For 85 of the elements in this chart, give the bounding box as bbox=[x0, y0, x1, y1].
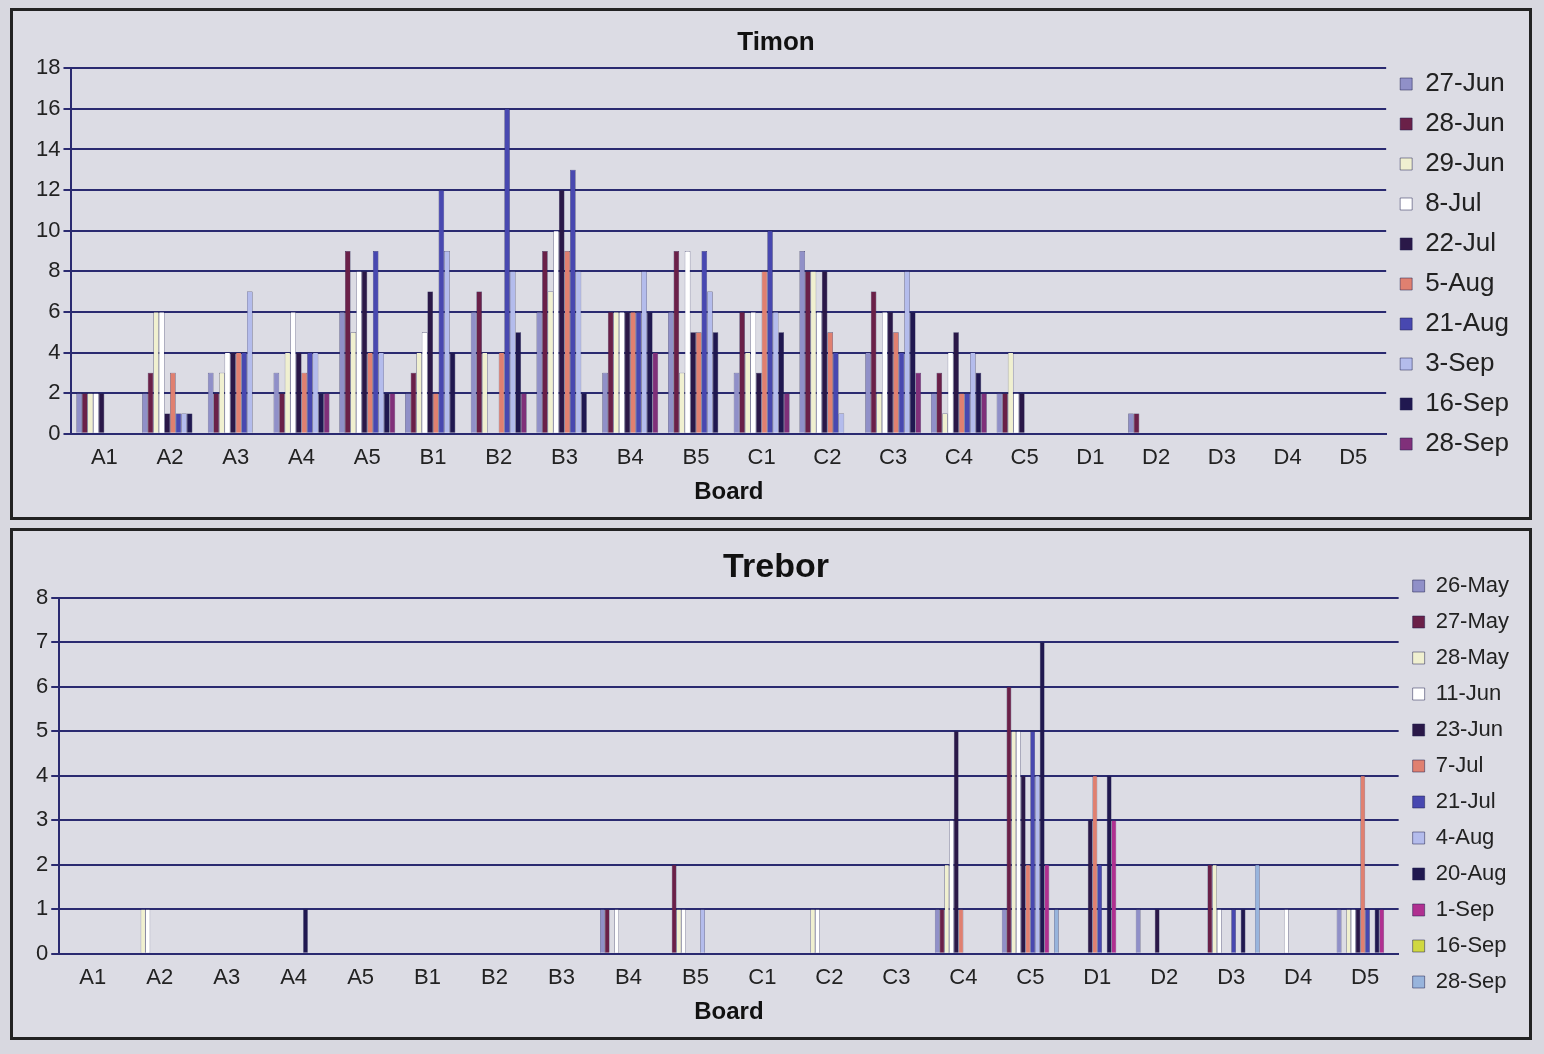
legend-label: 28-Jun bbox=[1425, 107, 1505, 138]
legend-label: 16-Sep bbox=[1425, 387, 1509, 418]
x-tick-label: A1 bbox=[90, 444, 118, 470]
x-tick-label: B3 bbox=[551, 444, 578, 470]
y-tick-label: 6 bbox=[35, 672, 49, 698]
chart-title: Timon bbox=[737, 25, 815, 56]
x-tick-label: C5 bbox=[1010, 444, 1039, 470]
x-tick-label: B5 bbox=[681, 964, 709, 990]
x-tick-label: C5 bbox=[1016, 964, 1045, 990]
x-tick-label: C4 bbox=[944, 444, 973, 470]
y-tick-label: 10 bbox=[35, 216, 61, 242]
legend-label: 4-Aug bbox=[1435, 824, 1495, 850]
y-tick-label: 5 bbox=[35, 717, 49, 743]
y-tick-label: 12 bbox=[35, 176, 61, 202]
x-tick-label: D1 bbox=[1076, 444, 1105, 470]
x-tick-label: D1 bbox=[1083, 964, 1112, 990]
x-tick-label: D4 bbox=[1284, 964, 1313, 990]
x-tick-label: B2 bbox=[481, 964, 508, 990]
legend-label: 20-Aug bbox=[1435, 860, 1507, 886]
legend-label: 26-May bbox=[1435, 572, 1509, 598]
legend-label: 21-Jul bbox=[1435, 788, 1496, 814]
x-tick-label: A1 bbox=[79, 964, 107, 990]
x-tick-label: D5 bbox=[1339, 444, 1368, 470]
legend-label: 11-Jun bbox=[1435, 680, 1502, 706]
legend-label: 28-May bbox=[1435, 644, 1509, 670]
x-tick-label: C4 bbox=[949, 964, 978, 990]
x-tick-label: A2 bbox=[156, 444, 184, 470]
x-tick-label: C3 bbox=[882, 964, 911, 990]
legend-label: 27-Jun bbox=[1425, 67, 1505, 98]
y-tick-label: 4 bbox=[48, 338, 61, 364]
legend-label: 1-Sep bbox=[1435, 896, 1495, 922]
y-tick-label: 6 bbox=[48, 298, 61, 323]
x-tick-label: A4 bbox=[280, 964, 308, 990]
y-tick-label: 2 bbox=[48, 379, 61, 405]
y-tick-label: 0 bbox=[48, 419, 61, 445]
y-tick-label: 7 bbox=[35, 628, 49, 654]
x-axis-title: Board bbox=[694, 997, 764, 1025]
legend-label: 5-Aug bbox=[1425, 267, 1495, 298]
legend-label: 22-Jul bbox=[1425, 227, 1496, 258]
x-tick-label: A3 bbox=[213, 964, 241, 990]
x-tick-label: D2 bbox=[1150, 964, 1179, 990]
legend-label: 16-Sep bbox=[1435, 932, 1507, 958]
legend-label: 23-Jun bbox=[1435, 716, 1503, 742]
y-tick-label: 2 bbox=[35, 850, 49, 876]
y-tick-label: 3 bbox=[35, 806, 49, 832]
legend-label: 27-May bbox=[1435, 608, 1509, 634]
x-tick-label: B4 bbox=[615, 964, 642, 990]
x-tick-label: C3 bbox=[879, 444, 908, 470]
x-tick-label: B1 bbox=[414, 964, 442, 990]
y-tick-label: 16 bbox=[35, 94, 61, 120]
y-tick-label: 8 bbox=[48, 257, 61, 283]
x-tick-label: B2 bbox=[485, 444, 513, 470]
y-tick-label: 0 bbox=[35, 939, 49, 965]
y-tick-label: 8 bbox=[35, 583, 49, 609]
x-tick-label: B5 bbox=[682, 444, 710, 470]
x-axis-title: Board bbox=[694, 477, 764, 505]
x-tick-label: D4 bbox=[1273, 444, 1302, 470]
x-tick-label: C1 bbox=[747, 444, 776, 470]
x-tick-label: C2 bbox=[813, 444, 842, 470]
x-tick-label: C1 bbox=[748, 964, 777, 990]
x-tick-label: A5 bbox=[353, 444, 381, 470]
x-tick-label: B4 bbox=[616, 444, 644, 470]
legend-label: 7-Jul bbox=[1435, 752, 1484, 778]
x-tick-label: A4 bbox=[288, 444, 315, 470]
x-tick-label: B1 bbox=[419, 444, 447, 470]
x-tick-label: D5 bbox=[1351, 964, 1380, 990]
x-tick-label: D3 bbox=[1217, 964, 1246, 990]
x-tick-label: A5 bbox=[347, 964, 375, 990]
y-tick-label: 1 bbox=[35, 895, 49, 921]
x-tick-label: A3 bbox=[222, 444, 250, 470]
y-tick-label: 18 bbox=[35, 54, 61, 80]
x-tick-label: D2 bbox=[1142, 444, 1171, 470]
legend-label: 3-Sep bbox=[1425, 347, 1495, 378]
y-tick-label: 4 bbox=[35, 761, 49, 787]
legend-label: 29-Jun bbox=[1425, 147, 1505, 178]
y-tick-label: 14 bbox=[35, 135, 61, 161]
chart-title: Trebor bbox=[723, 545, 829, 584]
legend-label: 21-Aug bbox=[1425, 307, 1509, 338]
legend-label: 28-Sep bbox=[1425, 427, 1509, 458]
x-tick-label: B3 bbox=[548, 964, 575, 990]
x-tick-label: C2 bbox=[815, 964, 844, 990]
x-tick-label: D3 bbox=[1207, 444, 1236, 470]
x-tick-label: A2 bbox=[146, 964, 174, 990]
legend-label: 28-Sep bbox=[1435, 968, 1507, 994]
legend-label: 8-Jul bbox=[1425, 187, 1482, 218]
